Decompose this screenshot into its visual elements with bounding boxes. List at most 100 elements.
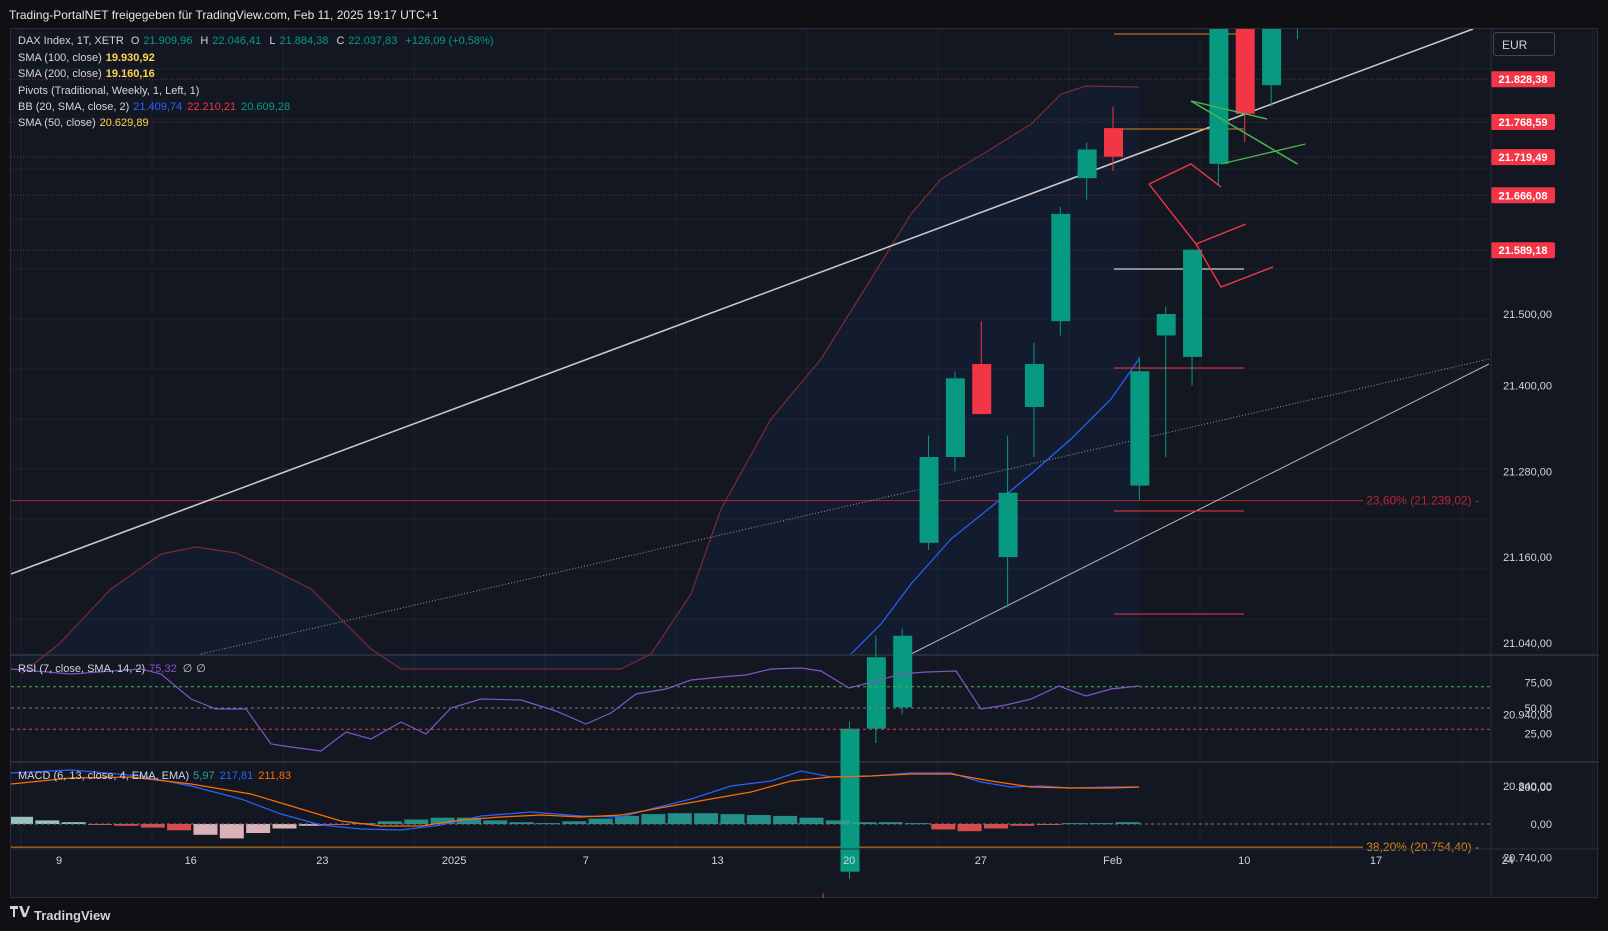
- macd-signal-line: [11, 773, 1140, 827]
- legend-pivots[interactable]: Pivots (Traditional, Weekly, 1, Left, 1): [18, 85, 203, 97]
- candle: [1130, 371, 1150, 486]
- price-label-bg: [1491, 187, 1555, 204]
- candle: [866, 657, 886, 729]
- macd-histogram-bar: [88, 824, 113, 825]
- candle: [893, 635, 913, 708]
- macd-histogram-bar: [773, 815, 798, 824]
- legend-pivots-label: Pivots (Traditional, Weekly, 1, Left, 1): [18, 85, 200, 97]
- scenario-arrow-down2: [1148, 183, 1247, 245]
- time-axis-tick: 7: [583, 855, 589, 867]
- legend-rsi-na2: ∅: [196, 663, 206, 675]
- time-axis-tick: 16: [185, 855, 197, 867]
- legend-sma50[interactable]: SMA (50, close) 20.629,89: [18, 117, 149, 129]
- legend-rsi-label: RSI (7, close, SMA, 14, 2): [18, 663, 146, 675]
- macd-histogram-bar: [11, 816, 33, 824]
- footer-brand: TradingView: [34, 908, 111, 923]
- candle: [1104, 128, 1123, 157]
- legend-symbol[interactable]: DAX Index, 1T, XETR: [18, 35, 124, 47]
- legend-close-label: C: [336, 35, 345, 47]
- macd-histogram-bar: [1115, 822, 1140, 824]
- macd-histogram-bar: [641, 814, 666, 824]
- macd-histogram-bar: [61, 822, 86, 824]
- rsi-axis-tick: 50,00: [1524, 703, 1552, 715]
- scenario-arrow-up: [1190, 100, 1298, 165]
- price-axis-tick: 21.400,00: [1503, 381, 1552, 393]
- candle: [998, 492, 1018, 558]
- price-axis-tick: 20.840,00: [1503, 781, 1552, 793]
- legend-sma50-value: 20.629,89: [99, 117, 149, 129]
- candle: [1156, 314, 1176, 336]
- legend-low: 21.884,38: [279, 35, 329, 47]
- macd-histogram-bar: [509, 822, 534, 824]
- macd-histogram-bar: [430, 817, 455, 824]
- macd-histogram-bar: [694, 813, 719, 824]
- chart-frame: 0,00% (22.046,41)23,60% (21.239,02) -38,…: [10, 28, 1599, 899]
- candle: [840, 728, 860, 872]
- legend-rsi[interactable]: RSI (7, close, SMA, 14, 2) 75,32 ∅ ∅: [18, 662, 210, 675]
- legend-macd-signal: 211,83: [258, 770, 292, 782]
- macd-axis-tick: 200,00: [1518, 782, 1552, 794]
- macd-histogram-bar: [1010, 824, 1035, 826]
- macd-histogram-bar: [799, 817, 824, 824]
- legend-macd-label: MACD (6, 13, close, 4, EMA, EMA): [18, 770, 190, 782]
- legend-macd[interactable]: MACD (6, 13, close, 4, EMA, EMA) 5,97 217,…: [18, 770, 291, 782]
- legend-macd-line: 217,81: [219, 770, 254, 782]
- macd-histogram-bar: [588, 818, 613, 824]
- price-label-bg: [1491, 242, 1555, 259]
- macd-histogram-bar: [167, 824, 192, 831]
- macd-histogram-bar: [272, 824, 297, 829]
- price-label-bg: [1491, 113, 1555, 130]
- time-axis-tick: 24: [1502, 855, 1514, 867]
- legend-rsi-value: 75,32: [149, 663, 177, 675]
- scenario-arrow-mid: [1220, 143, 1306, 165]
- macd-histogram-bar: [140, 824, 165, 828]
- bollinger-fill: [21, 86, 1139, 674]
- price-label-text: 21.828,38: [1499, 74, 1548, 86]
- candle: [1077, 149, 1097, 179]
- macd-histogram-bar: [931, 824, 956, 830]
- candle: [972, 364, 992, 415]
- chart-canvas[interactable]: 0,00% (22.046,41)23,60% (21.239,02) -38,…: [11, 29, 1599, 899]
- macd-histogram-bar: [904, 823, 929, 825]
- macd-histogram-bar: [878, 822, 903, 824]
- currency-selector[interactable]: EUR: [1493, 32, 1555, 56]
- candle: [919, 457, 939, 543]
- trendline-dotted: [200, 358, 1490, 655]
- macd-histogram-bar: [746, 815, 771, 824]
- price-axis-tick: 21.280,00: [1503, 466, 1552, 478]
- candle: [1183, 249, 1203, 357]
- header-title: Trading-PortalNET freigegeben für Tradin…: [9, 8, 439, 22]
- macd-histogram-bar: [483, 820, 508, 824]
- time-axis-tick: Feb: [1103, 855, 1122, 867]
- macd-histogram-bar: [404, 819, 429, 824]
- legend-sma200[interactable]: SMA (200, close) 19.160,16: [18, 68, 155, 80]
- macd-histogram-bar: [377, 821, 402, 824]
- legend-bb[interactable]: BB (20, SMA, close, 2) 21.409,74 22.210,21…: [18, 101, 290, 113]
- macd-histogram-bar: [35, 820, 60, 824]
- macd-histogram-bar: [983, 824, 1008, 829]
- price-label-text: 21.589,18: [1499, 245, 1548, 257]
- price-label: 21.589,18: [1491, 242, 1555, 259]
- macd-histogram-bar: [1036, 824, 1061, 825]
- price-label: 21.666,08: [1491, 187, 1555, 204]
- legend-sma100[interactable]: SMA (100, close) 19.930,92: [18, 52, 155, 64]
- price-label-text: 21.666,08: [1499, 190, 1548, 202]
- legend-bb-label: BB (20, SMA, close, 2): [18, 101, 130, 113]
- macd-histogram-bar: [1089, 823, 1114, 825]
- legend-macd-hist: 5,97: [193, 770, 215, 782]
- time-axis-tick: 10: [1238, 855, 1250, 867]
- legend-sma200-label: SMA (200, close): [18, 68, 102, 80]
- time-axis-tick: 9: [56, 855, 62, 867]
- legend-sma50-label: SMA (50, close): [18, 117, 96, 129]
- legend-rsi-na1: ∅: [182, 663, 193, 675]
- time-axis-tick: 13: [711, 855, 723, 867]
- time-axis-tick: 23: [316, 855, 328, 867]
- legend-sma200-value: 19.160,16: [105, 68, 155, 80]
- macd-histogram-bar: [852, 822, 877, 824]
- macd-histogram-bar: [720, 814, 745, 824]
- price-label: 21.828,38: [1491, 71, 1555, 88]
- price-axis-tick: 21.500,00: [1503, 309, 1552, 321]
- macd-axis-tick: 0,00: [1531, 819, 1552, 831]
- macd-histogram-bar: [615, 815, 640, 824]
- macd-histogram-bar: [957, 824, 982, 832]
